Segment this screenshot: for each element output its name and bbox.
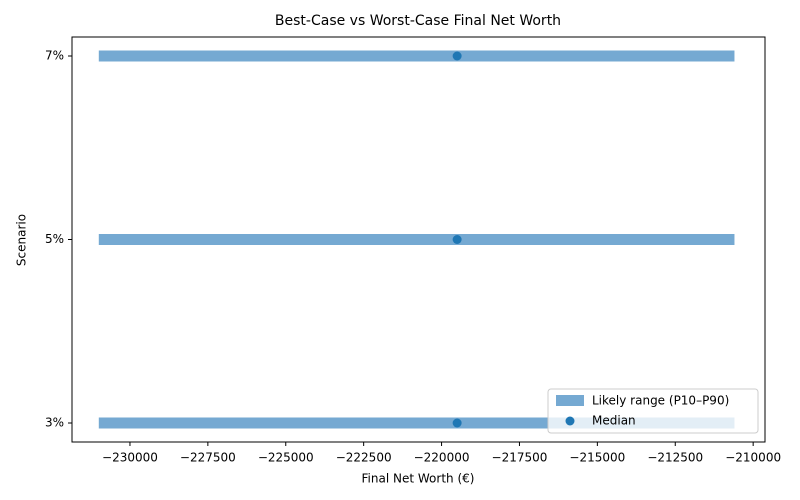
x-tick-label: −220000 [414, 451, 470, 465]
x-tick-label: −212500 [647, 451, 703, 465]
legend-label: Median [592, 414, 636, 428]
x-tick-label: −230000 [102, 451, 158, 465]
x-tick-label: −210000 [725, 451, 781, 465]
chart-title: Best-Case vs Worst-Case Final Net Worth [275, 13, 561, 29]
y-tick-label: 3% [45, 416, 64, 430]
median-point [452, 418, 462, 428]
x-tick-label: −215000 [569, 451, 625, 465]
x-axis-label: Final Net Worth (€) [362, 472, 475, 486]
x-tick-label: −222500 [336, 451, 392, 465]
legend-label: Likely range (P10–P90) [592, 394, 729, 408]
range-bar [98, 234, 735, 245]
range-bar [98, 417, 735, 429]
range-bar [98, 50, 735, 62]
y-tick-label: 5% [45, 232, 64, 246]
y-axis-label: Scenario [15, 214, 29, 266]
median-point [452, 235, 462, 244]
plot-frame [71, 36, 766, 443]
legend-swatch [556, 395, 584, 406]
legend-marker [565, 416, 575, 426]
x-tick-label: −227500 [180, 451, 236, 465]
x-tick-label: −217500 [492, 451, 548, 465]
legend-box [547, 388, 759, 434]
x-tick-label: −225000 [258, 451, 314, 465]
legend: Likely range (P10–P90) Median [547, 388, 759, 434]
y-tick-label: 7% [45, 49, 64, 63]
median-point [452, 51, 462, 61]
